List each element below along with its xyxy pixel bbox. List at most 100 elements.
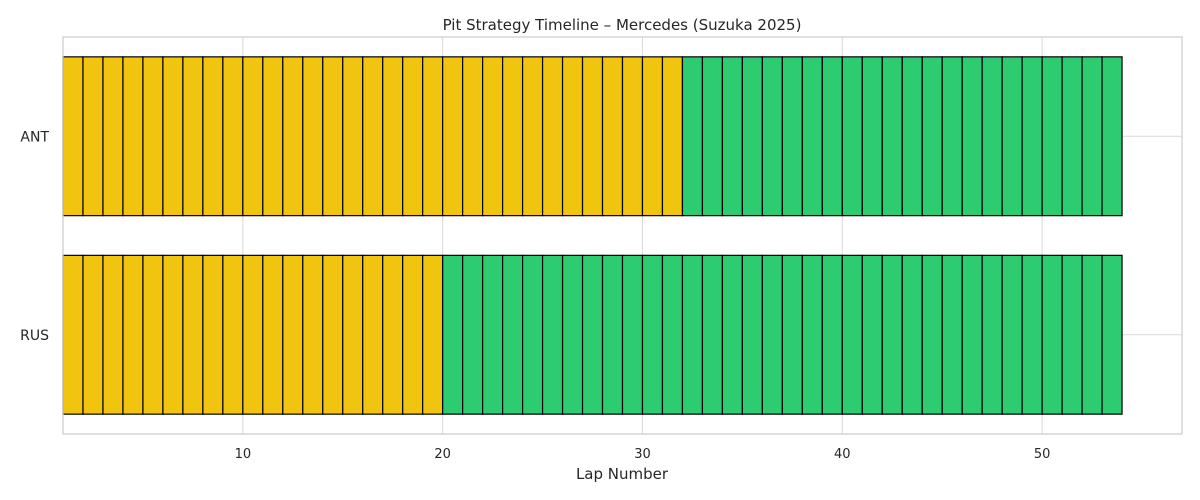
x-axis-ticks: 10 20 30 40 50 <box>235 447 1051 462</box>
lap-segment-ant <box>362 56 384 217</box>
lap-segment-rus <box>601 254 624 415</box>
lap-segment-rus <box>282 254 304 415</box>
lap-segment-ant <box>981 56 1003 217</box>
lap-segment-ant <box>382 56 404 217</box>
lap-segment-ant <box>1101 56 1123 217</box>
lap-segment-rus <box>502 254 524 415</box>
lap-segment-ant <box>681 56 704 217</box>
lap-segment-rus <box>721 254 743 415</box>
lap-segment-ant <box>102 56 124 217</box>
lap-segment-rus <box>821 254 843 415</box>
lap-segment-rus <box>1061 254 1083 415</box>
lap-segment-ant <box>282 56 304 217</box>
lap-segment-ant <box>82 56 104 217</box>
lap-segment-ant <box>442 56 464 217</box>
lap-segment-rus <box>262 254 284 415</box>
lap-segment-ant <box>601 56 624 217</box>
lap-segment-ant <box>242 56 264 217</box>
lap-segment-rus <box>202 254 224 415</box>
x-tick-label: 20 <box>434 447 451 462</box>
lap-segment-rus <box>861 254 883 415</box>
lap-segment-rus <box>1041 254 1063 415</box>
lap-segment-ant <box>521 56 544 217</box>
lap-segment-ant <box>342 56 364 217</box>
lap-segment-rus <box>981 254 1003 415</box>
lap-segment-ant <box>202 56 224 217</box>
lap-segment-rus <box>182 254 204 415</box>
lap-segment-ant <box>861 56 883 217</box>
lap-segment-ant <box>781 56 803 217</box>
lap-segment-rus <box>961 254 983 415</box>
lap-segment-rus <box>222 254 244 415</box>
x-tick-label: 10 <box>235 447 252 462</box>
lap-segment-rus <box>801 254 823 415</box>
chart-title: Pit Strategy Timeline – Mercedes (Suzuka… <box>443 16 802 34</box>
lap-segment-rus <box>142 254 164 415</box>
lap-segment-rus <box>322 254 344 415</box>
lap-segment-ant <box>561 56 584 217</box>
lap-segment-ant <box>581 56 604 217</box>
lap-segment-rus <box>402 254 424 415</box>
lap-segment-rus <box>242 254 264 415</box>
x-tick-label: 40 <box>834 447 851 462</box>
lap-segment-rus <box>581 254 604 415</box>
lap-segment-rus <box>881 254 903 415</box>
lap-segment-ant <box>462 56 484 217</box>
lap-segment-ant <box>222 56 244 217</box>
lap-segment-rus <box>102 254 124 415</box>
lap-segment-rus <box>781 254 803 415</box>
lap-segment-ant <box>1041 56 1063 217</box>
lap-segment-ant <box>761 56 783 217</box>
lap-segment-rus <box>382 254 404 415</box>
lap-segment-rus <box>442 254 464 415</box>
lap-segment-ant <box>961 56 983 217</box>
lap-segment-ant <box>661 56 684 217</box>
x-tick-label: 50 <box>1034 447 1051 462</box>
lap-segment-rus <box>921 254 943 415</box>
lap-segment-ant <box>482 56 504 217</box>
lap-segment-ant <box>502 56 524 217</box>
lap-segment-rus <box>681 254 704 415</box>
lap-segment-rus <box>62 254 84 415</box>
lap-segment-rus <box>621 254 644 415</box>
lap-segment-rus <box>641 254 664 415</box>
lap-segment-ant <box>402 56 424 217</box>
lap-segment-ant <box>921 56 943 217</box>
lap-segment-ant <box>142 56 164 217</box>
lap-segment-ant <box>182 56 204 217</box>
lap-segment-rus <box>482 254 504 415</box>
lap-segment-rus <box>701 254 724 415</box>
lap-segment-ant <box>322 56 344 217</box>
lap-segment-ant <box>621 56 644 217</box>
lap-segment-rus <box>741 254 763 415</box>
lap-segment-ant <box>162 56 184 217</box>
lap-segment-ant <box>422 56 444 217</box>
lap-segment-rus <box>362 254 384 415</box>
lap-segment-ant <box>821 56 843 217</box>
lap-segment-rus <box>541 254 564 415</box>
lap-segment-ant <box>641 56 664 217</box>
lap-segment-rus <box>1101 254 1123 415</box>
y-category-label: RUS <box>20 328 49 344</box>
lap-segment-ant <box>62 56 84 217</box>
lap-segment-ant <box>262 56 284 217</box>
lap-segment-rus <box>561 254 584 415</box>
lap-segment-rus <box>1021 254 1043 415</box>
lap-segment-rus <box>162 254 184 415</box>
x-axis-label: Lap Number <box>576 465 669 483</box>
lap-segment-rus <box>342 254 364 415</box>
lap-segment-rus <box>1081 254 1103 415</box>
lap-segment-ant <box>901 56 923 217</box>
lap-segment-rus <box>761 254 783 415</box>
lap-segment-ant <box>801 56 823 217</box>
lap-segment-rus <box>941 254 963 415</box>
lap-segment-rus <box>1001 254 1023 415</box>
lap-segment-rus <box>122 254 144 415</box>
lap-segment-rus <box>841 254 863 415</box>
lap-segment-ant <box>1021 56 1043 217</box>
lap-segment-rus <box>462 254 484 415</box>
lap-segment-rus <box>422 254 444 415</box>
bars-layer <box>62 56 1123 415</box>
lap-segment-rus <box>521 254 544 415</box>
